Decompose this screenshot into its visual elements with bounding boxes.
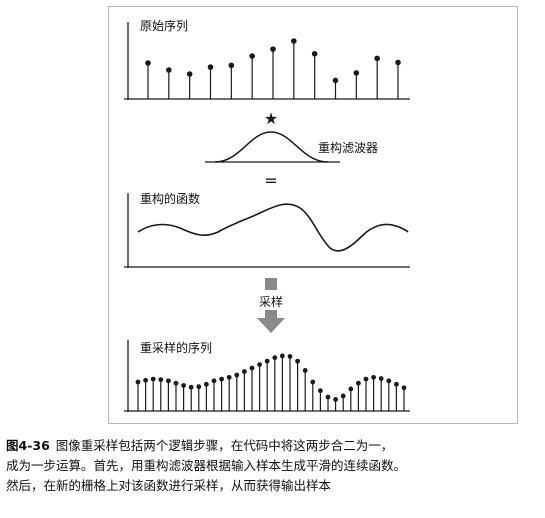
resampled-dot-21 — [295, 358, 300, 364]
filter-kernel-curve — [214, 131, 329, 163]
caption-line-2: 成为一步运算。首先，用重构滤波器根据输入样本生成平滑的连续函数。 — [6, 458, 407, 473]
resampled-dot-28 — [348, 386, 354, 392]
resampled-dot-20 — [287, 354, 293, 359]
original-dot-10 — [353, 70, 360, 76]
reconstruction-filter-panel: 重构滤波器 — [205, 131, 378, 163]
resampled-dot-24 — [318, 388, 323, 394]
reconstructed-function-label: 重构的函数 — [140, 191, 200, 206]
original-dot-1 — [166, 67, 172, 73]
resampled-dot-0 — [135, 379, 141, 385]
sampling-arrow: 采样 — [257, 278, 285, 333]
resampling-diagram: 原始序列 ★ 重构滤波器 = 重构的函数 采样 重采样的序列 — [124, 18, 410, 412]
resampled-dot-12 — [226, 374, 232, 380]
original-dot-9 — [332, 77, 339, 84]
reconstruction-filter-label: 重构滤波器 — [318, 140, 378, 155]
original-dot-2 — [186, 71, 193, 77]
resampled-sequence-panel: 重采样的序列 — [124, 340, 410, 412]
sampling-label: 采样 — [259, 294, 283, 309]
original-dot-11 — [374, 55, 380, 62]
resampled-sample-stems — [135, 353, 407, 411]
resampled-dot-30 — [363, 376, 369, 382]
original-dot-5 — [249, 53, 255, 59]
original-sample-stems — [145, 38, 401, 99]
resampled-dot-31 — [371, 374, 376, 380]
resampled-dot-33 — [386, 378, 392, 384]
caption-line-1: 图4-36 图像重采样包括两个逻辑步骤，在代码中将这两步合二为一， — [6, 436, 538, 455]
original-dot-0 — [145, 60, 151, 66]
resampled-dot-6 — [181, 383, 187, 388]
caption-text-1: 图像重采样包括两个逻辑步骤，在代码中将这两步合二为一， — [55, 438, 394, 453]
original-dot-8 — [311, 50, 318, 57]
resampled-dot-35 — [401, 385, 407, 391]
resampled-dot-19 — [280, 353, 285, 359]
original-dot-12 — [395, 59, 401, 66]
resampled-dot-16 — [257, 362, 262, 367]
resampled-dot-9 — [204, 381, 209, 387]
sampling-arrow-shaft — [265, 310, 277, 318]
resampled-dot-1 — [143, 377, 149, 383]
sampling-arrow-head — [257, 318, 285, 333]
resampled-dot-11 — [219, 376, 225, 382]
caption-figure-number: 图4-36 — [6, 438, 50, 453]
resampled-dot-26 — [333, 397, 338, 402]
resampled-dot-32 — [378, 376, 384, 381]
resampled-dot-27 — [340, 393, 346, 399]
original-dot-7 — [291, 38, 297, 44]
resampled-dot-13 — [234, 372, 240, 378]
resampled-dot-7 — [188, 384, 194, 390]
resampled-dot-14 — [242, 369, 247, 374]
resampled-dot-34 — [394, 381, 399, 387]
resampled-dot-15 — [249, 365, 255, 371]
sampling-arrow-top-block — [265, 278, 277, 290]
original-dot-6 — [270, 46, 276, 52]
equals-symbol: = — [264, 171, 277, 190]
resampled-sequence-label: 重采样的序列 — [140, 340, 212, 355]
resampled-dot-4 — [166, 378, 171, 384]
resampled-dot-18 — [272, 355, 278, 361]
original-sequence-label: 原始序列 — [140, 18, 188, 33]
resampled-dot-8 — [196, 384, 202, 390]
resampled-dot-25 — [325, 394, 331, 400]
original-dot-3 — [207, 64, 214, 70]
resampled-dot-10 — [211, 378, 217, 384]
resampled-dot-17 — [264, 358, 270, 364]
reconstructed-function-curve — [137, 203, 409, 252]
resampled-dot-3 — [158, 377, 164, 383]
figure-frame — [108, 6, 518, 424]
original-dot-4 — [228, 62, 235, 69]
resampled-dot-5 — [173, 380, 179, 386]
caption-line-3: 然后，在新的栅格上对该函数进行采样，从而获得输出样本 — [6, 478, 332, 493]
resampled-dot-29 — [356, 380, 361, 386]
resampled-dot-23 — [310, 379, 316, 385]
reconstructed-function-panel: 重构的函数 — [124, 191, 410, 268]
original-sequence-panel: 原始序列 — [124, 18, 410, 100]
resampled-dot-22 — [302, 368, 308, 373]
resampled-dot-2 — [150, 376, 156, 382]
convolution-symbol: ★ — [264, 109, 278, 128]
